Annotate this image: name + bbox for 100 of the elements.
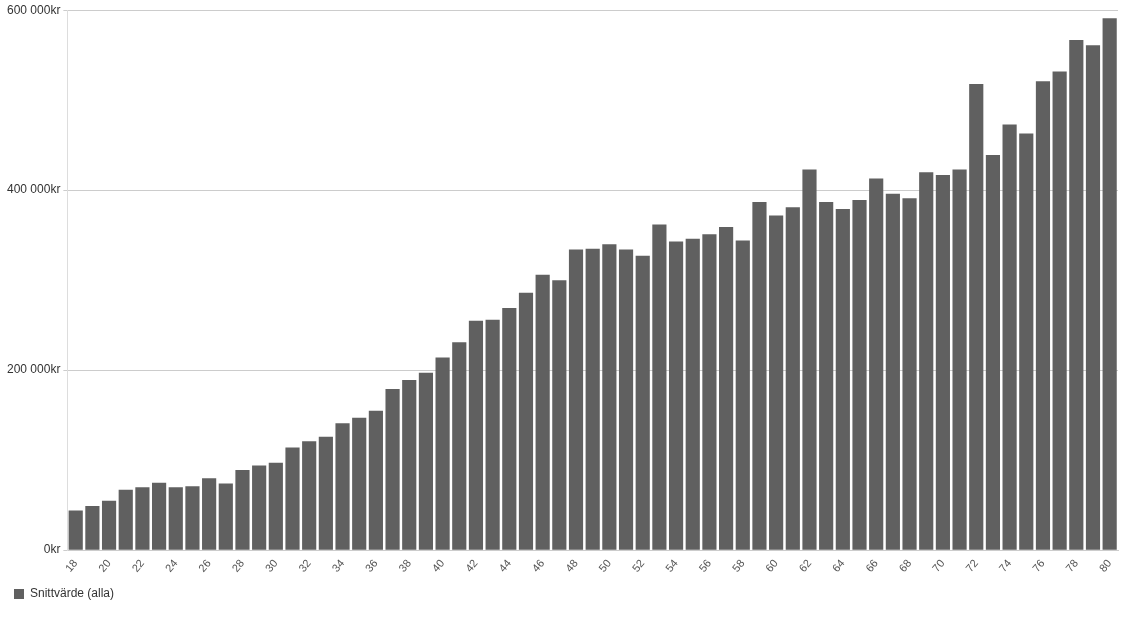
bar (618, 249, 634, 550)
bar (952, 169, 967, 550)
bar (101, 500, 117, 550)
bar (1002, 124, 1017, 550)
bar (502, 308, 517, 550)
bar (168, 487, 183, 550)
bar (468, 320, 484, 550)
bar (535, 274, 550, 550)
bar (68, 510, 83, 550)
x-tick-label: 30 (262, 556, 280, 574)
bar (302, 441, 317, 550)
bar (135, 487, 150, 550)
x-tick-label: 48 (562, 556, 580, 574)
x-tick-label: 22 (129, 556, 147, 574)
x-tick-label: 18 (62, 556, 80, 574)
bar (819, 201, 834, 550)
x-tick-label: 66 (863, 556, 881, 574)
x-tick-label: 20 (95, 556, 113, 574)
x-tick-label: 54 (662, 556, 680, 574)
x-tick-label: 56 (696, 556, 714, 574)
x-tick-label: 58 (729, 556, 747, 574)
x-tick-label: 68 (896, 556, 914, 574)
bar (118, 489, 133, 550)
bar (719, 227, 734, 550)
x-tick-label: 42 (462, 556, 480, 574)
bar (752, 201, 767, 550)
bar (318, 436, 333, 550)
y-tick-label: 400 000kr (7, 182, 61, 197)
legend-label: Snittvärde (alla) (30, 586, 115, 601)
bar (785, 207, 800, 550)
bar (885, 193, 900, 550)
bar (668, 241, 684, 550)
bar (1085, 45, 1101, 550)
bar (185, 486, 200, 550)
x-tick-label: 80 (1096, 556, 1114, 574)
x-tick-label: 50 (596, 556, 614, 574)
y-tick-label: 200 000kr (7, 362, 61, 377)
bar (368, 410, 383, 550)
bar (385, 389, 400, 550)
bar (252, 465, 267, 550)
x-tick-label: 74 (996, 556, 1014, 574)
bar (335, 423, 350, 550)
bar (568, 249, 584, 550)
bar (919, 172, 934, 550)
x-tick-label: 38 (396, 556, 414, 574)
bar (935, 174, 950, 550)
bar (418, 372, 434, 550)
bar (452, 342, 467, 550)
x-tick-label: 62 (796, 556, 814, 574)
bar (802, 169, 817, 550)
bar (1069, 39, 1084, 550)
bar (735, 240, 750, 550)
bar (902, 198, 917, 550)
bar (685, 238, 700, 550)
x-tick-label: 32 (295, 556, 314, 574)
bar (635, 255, 650, 550)
bar (485, 319, 500, 550)
bar (835, 209, 850, 550)
bar (1052, 71, 1067, 550)
bar (518, 292, 534, 550)
x-tick-label: 78 (1063, 556, 1081, 574)
bar (1102, 18, 1117, 550)
bar (152, 482, 167, 550)
x-tick-label: 28 (229, 556, 247, 574)
y-tick-label: 0kr (43, 542, 61, 557)
bar (285, 447, 300, 550)
bar (352, 417, 367, 550)
x-tick-label: 24 (162, 556, 180, 574)
x-tick-label: 26 (195, 556, 213, 574)
x-tick-label: 44 (496, 556, 514, 574)
bar (202, 478, 217, 550)
y-tick-label: 600 000kr (7, 2, 61, 17)
bar (268, 462, 283, 550)
bar (969, 83, 984, 550)
bar (1035, 81, 1051, 550)
bar (435, 357, 450, 550)
x-tick-label: 40 (429, 556, 447, 574)
bar (402, 380, 417, 550)
bar (652, 224, 667, 550)
bar (235, 470, 250, 550)
bar (869, 178, 884, 550)
x-tick-label: 60 (762, 556, 780, 574)
bar (1019, 133, 1034, 550)
x-tick-label: 76 (1029, 556, 1047, 574)
x-tick-label: 72 (963, 556, 981, 574)
bar (585, 248, 600, 550)
bar (702, 234, 717, 550)
x-tick-label: 64 (829, 556, 847, 574)
x-tick-label: 34 (329, 556, 347, 574)
x-tick-label: 46 (529, 556, 547, 574)
bar (852, 200, 867, 550)
x-tick-label: 36 (362, 556, 380, 574)
bar (769, 215, 784, 550)
bar (218, 483, 233, 550)
bar (602, 244, 617, 550)
x-tick-label: 52 (629, 556, 647, 574)
bar (552, 280, 567, 550)
bar (85, 506, 100, 550)
bar (985, 155, 1001, 550)
x-tick-label: 70 (929, 556, 947, 574)
